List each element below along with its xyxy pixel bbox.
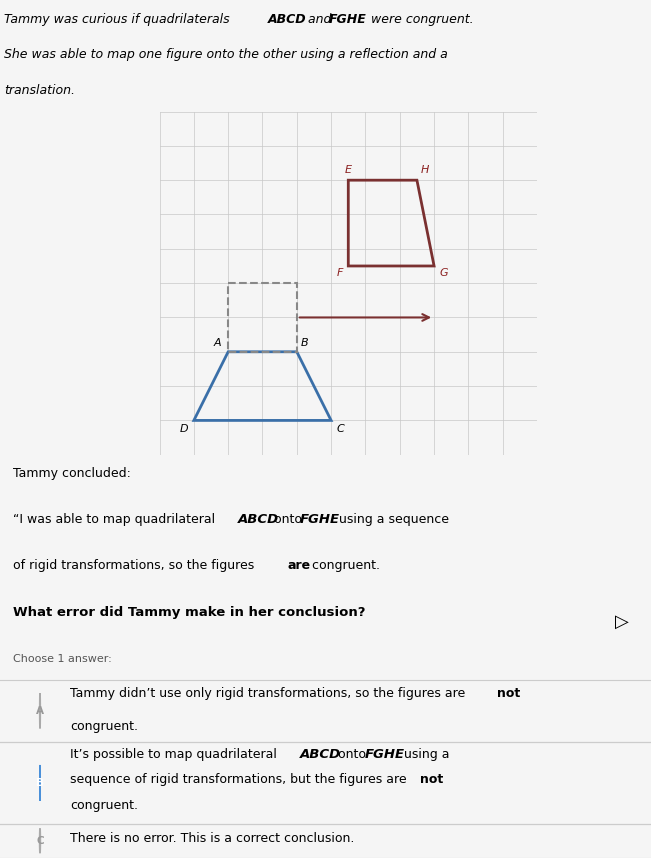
Text: of rigid transformations, so the figures: of rigid transformations, so the figures (13, 559, 258, 571)
Text: ABCD: ABCD (238, 513, 279, 526)
Text: FGHE: FGHE (365, 748, 405, 761)
Text: ABCD: ABCD (300, 748, 341, 761)
Text: onto: onto (334, 748, 370, 761)
Text: not: not (420, 773, 443, 786)
Text: congruent.: congruent. (70, 720, 138, 734)
Text: sequence of rigid transformations, but the figures are: sequence of rigid transformations, but t… (70, 773, 411, 786)
Text: F: F (337, 268, 343, 278)
Text: Tammy didn’t use only rigid transformations, so the figures are: Tammy didn’t use only rigid transformati… (70, 687, 469, 700)
Text: congruent.: congruent. (70, 800, 138, 813)
Text: ▷: ▷ (615, 613, 629, 631)
Text: “I was able to map quadrilateral: “I was able to map quadrilateral (13, 513, 219, 526)
Text: C: C (36, 836, 44, 846)
Text: using a: using a (400, 748, 449, 761)
Text: and: and (304, 13, 335, 26)
Text: Tammy concluded:: Tammy concluded: (13, 467, 131, 480)
Text: C: C (337, 424, 344, 434)
Text: What error did Tammy make in her conclusion?: What error did Tammy make in her conclus… (13, 606, 365, 619)
Text: onto: onto (270, 513, 306, 526)
Text: were congruent.: were congruent. (367, 13, 474, 26)
Text: FGHE: FGHE (329, 13, 367, 26)
Text: using a sequence: using a sequence (335, 513, 449, 526)
Text: A: A (36, 706, 44, 716)
Text: FGHE: FGHE (300, 513, 340, 526)
Text: H: H (421, 165, 429, 175)
Text: She was able to map one figure onto the other using a reflection and a: She was able to map one figure onto the … (4, 48, 448, 61)
Text: not: not (497, 687, 520, 700)
Text: translation.: translation. (4, 83, 75, 97)
Text: It’s possible to map quadrilateral: It’s possible to map quadrilateral (70, 748, 281, 761)
Text: There is no error. This is a correct conclusion.: There is no error. This is a correct con… (70, 832, 354, 845)
Text: D: D (180, 424, 189, 434)
Text: ABCD: ABCD (268, 13, 307, 26)
Text: B: B (36, 778, 44, 788)
Text: congruent.: congruent. (308, 559, 380, 571)
Text: Choose 1 answer:: Choose 1 answer: (13, 654, 112, 663)
Text: G: G (439, 268, 448, 278)
Text: A: A (214, 338, 221, 348)
Text: are: are (288, 559, 311, 571)
Text: Tammy was curious if quadrilaterals: Tammy was curious if quadrilaterals (4, 13, 234, 26)
Text: E: E (345, 165, 352, 175)
Text: B: B (300, 338, 308, 348)
